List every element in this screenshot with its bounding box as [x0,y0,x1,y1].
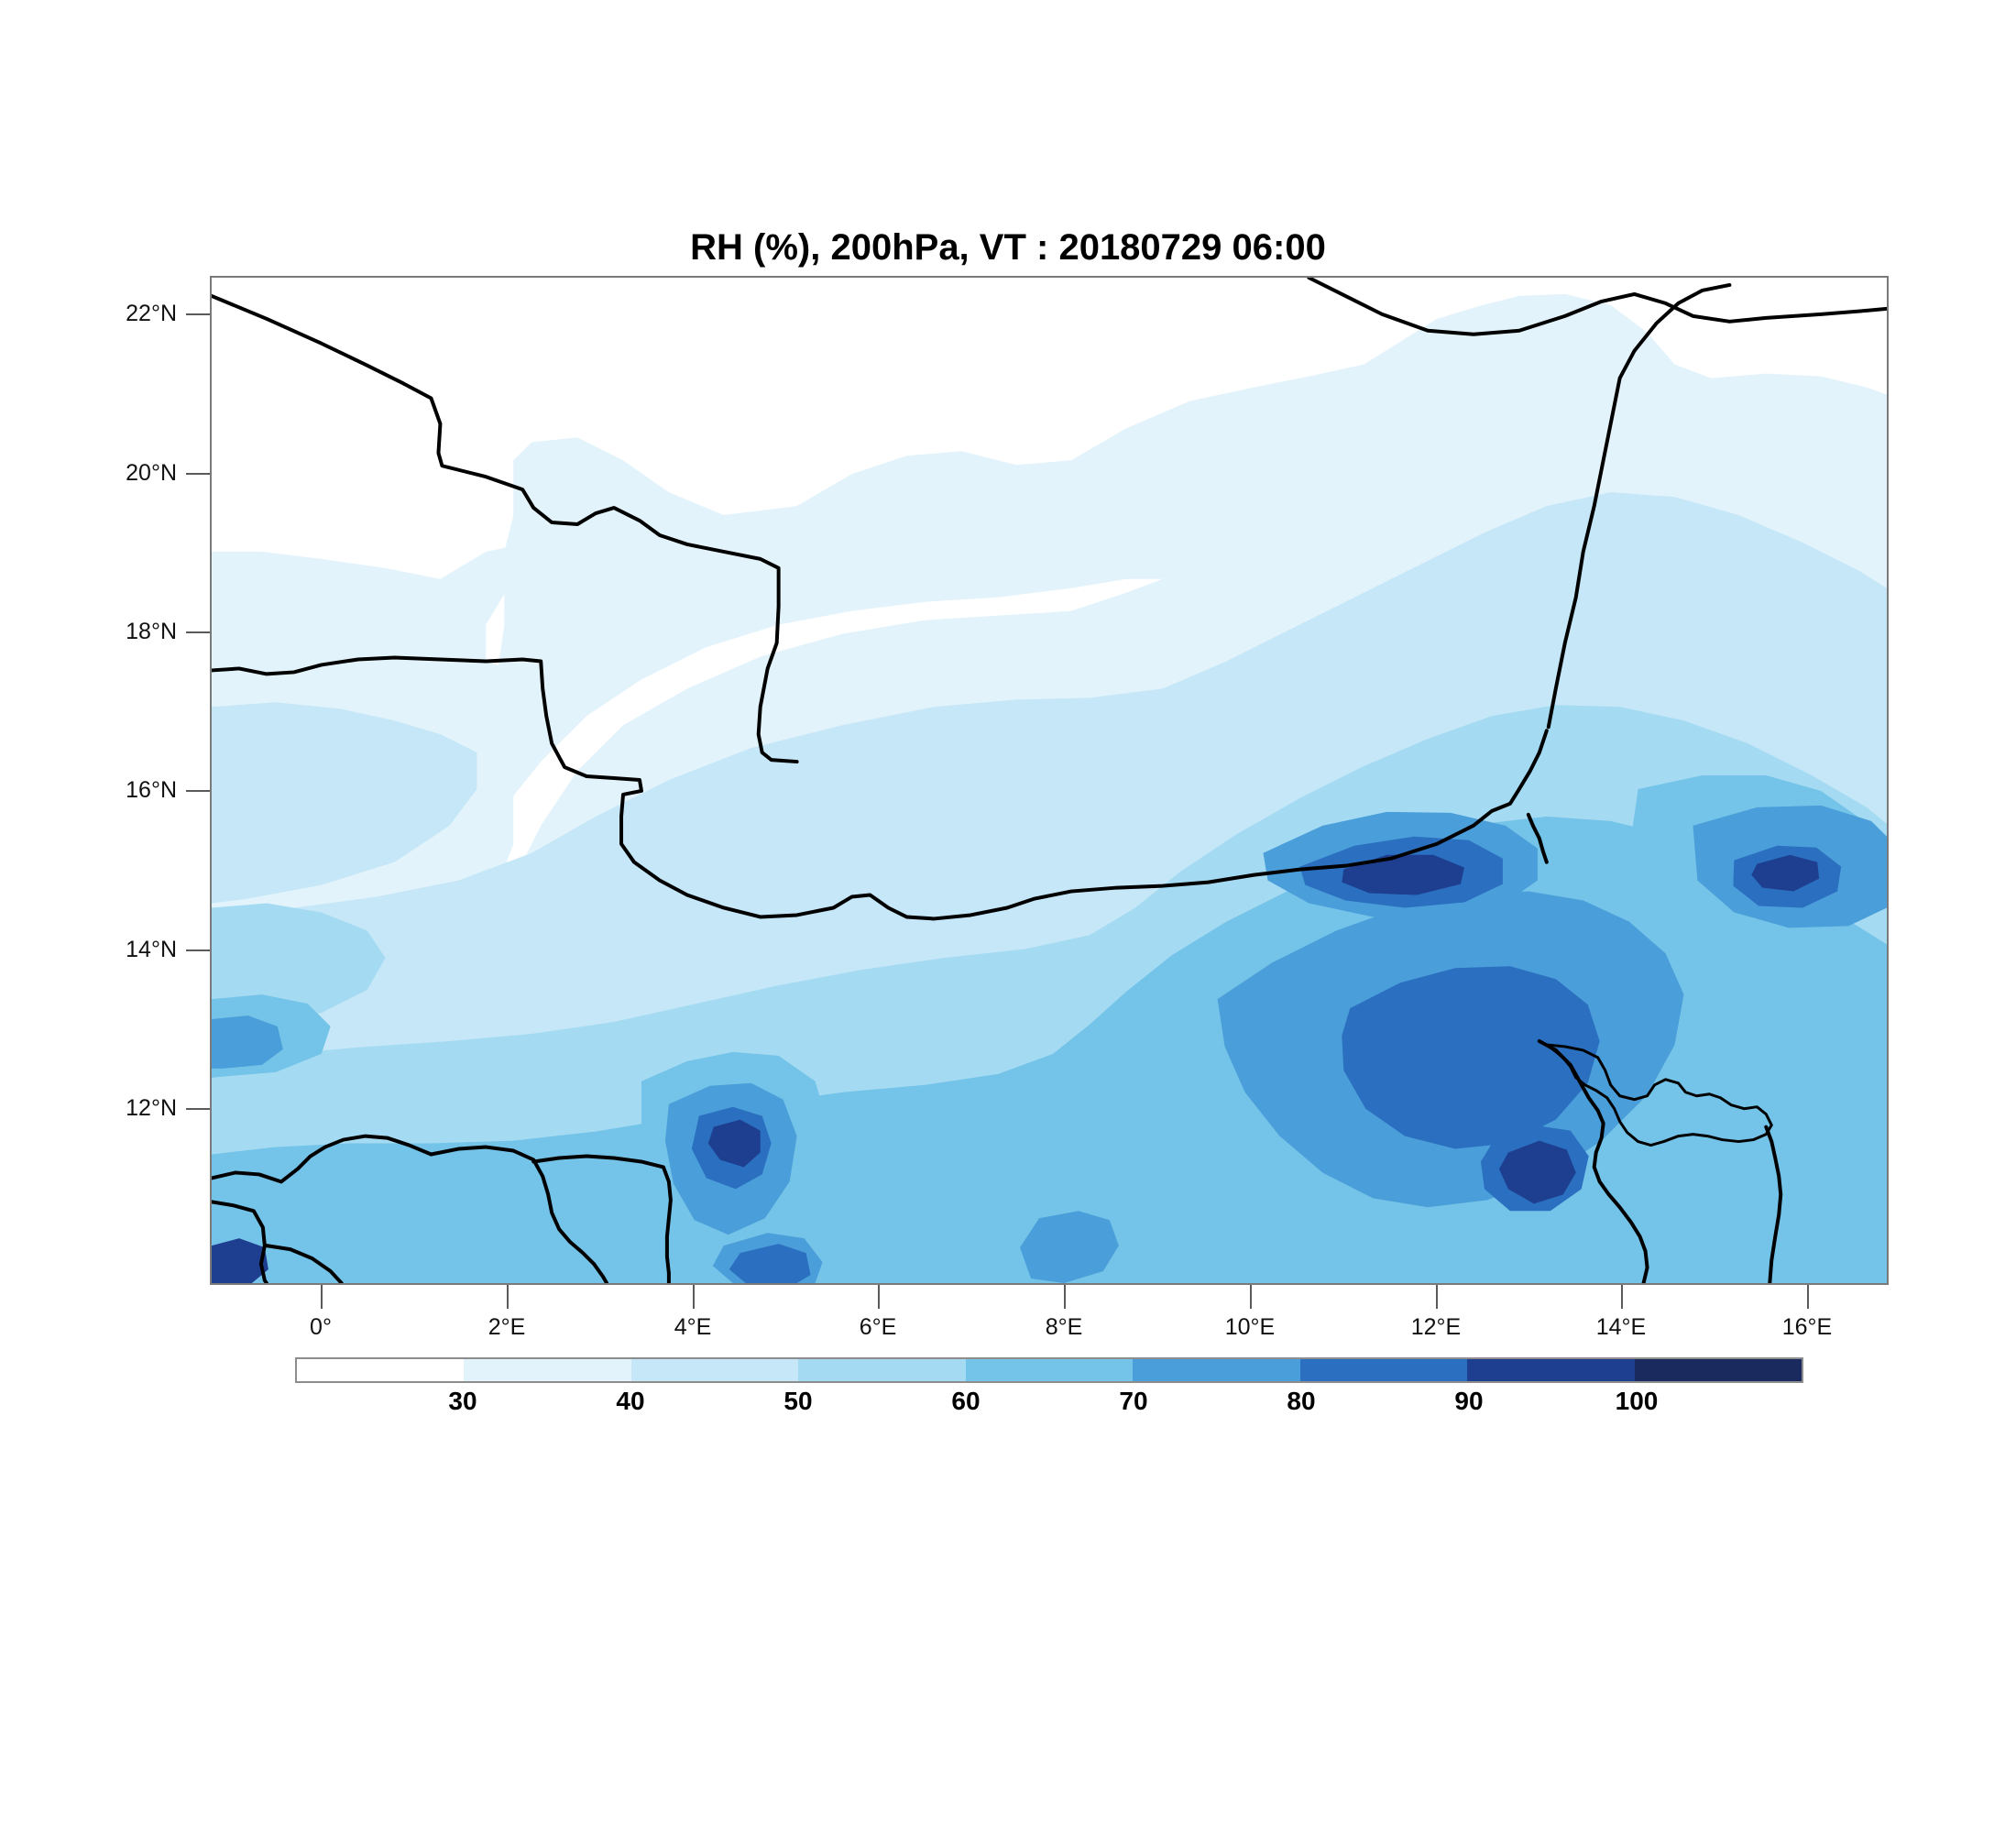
map-contour-svg [212,278,1887,1283]
lat-label-20: 20°N [126,460,177,486]
colorbar-segment-3 [630,1359,799,1381]
lat-tick-12 [186,1108,210,1110]
colorbar-segment-5 [965,1359,1134,1381]
page-title: RH (%), 200hPa, VT : 20180729 06:00 [690,227,1326,268]
lon-tick-14 [1621,1285,1623,1309]
rh-shading-layer [212,278,1887,1283]
colorbar-tick-100: 100 [1615,1387,1659,1415]
colorbar-segment-2 [464,1359,631,1381]
lon-tick-2 [507,1285,509,1309]
colorbar[interactable] [295,1357,1803,1383]
colorbar-tick-70: 70 [1119,1387,1148,1415]
lon-label-12: 12°E [1410,1314,1462,1340]
lon-tick-8 [1064,1285,1066,1309]
lat-label-16: 16°N [126,777,177,803]
lon-label-16: 16°E [1781,1314,1833,1340]
lon-label-8: 8°E [1045,1314,1083,1340]
colorbar-tick-40: 40 [616,1387,645,1415]
colorbar-tick-60: 60 [951,1387,981,1415]
lat-tick-20 [186,473,210,475]
colorbar-tick-80: 80 [1287,1387,1316,1415]
lat-label-18: 18°N [126,619,177,644]
lon-label-6: 6°E [859,1314,897,1340]
colorbar-tick-30: 30 [448,1387,477,1415]
lat-label-22: 22°N [126,301,177,326]
colorbar-segment-6 [1133,1359,1300,1381]
colorbar-segment-9 [1634,1359,1802,1381]
colorbar-segment-4 [798,1359,966,1381]
lon-tick-0 [321,1285,323,1309]
colorbar-segment-8 [1467,1359,1635,1381]
colorbar-tick-50: 50 [783,1387,813,1415]
lon-label-0: 0° [310,1314,332,1340]
lon-label-14: 14°E [1595,1314,1647,1340]
lon-tick-10 [1250,1285,1252,1309]
lon-tick-4 [693,1285,695,1309]
lon-tick-12 [1436,1285,1438,1309]
lon-label-2: 2°E [488,1314,526,1340]
lat-tick-18 [186,631,210,633]
colorbar-segment-1 [297,1359,465,1381]
lat-tick-14 [186,949,210,951]
lat-label-12: 12°N [126,1095,177,1121]
lon-label-10: 10°E [1224,1314,1276,1340]
lon-tick-6 [878,1285,880,1309]
colorbar-segment-7 [1299,1359,1468,1381]
lat-label-14: 14°N [126,937,177,962]
lon-label-4: 4°E [674,1314,712,1340]
lat-tick-16 [186,790,210,792]
country-borders-layer [212,278,1887,1283]
lon-tick-16 [1807,1285,1809,1309]
map-plot-area[interactable] [210,276,1889,1285]
lat-tick-22 [186,313,210,315]
colorbar-tick-90: 90 [1454,1387,1484,1415]
